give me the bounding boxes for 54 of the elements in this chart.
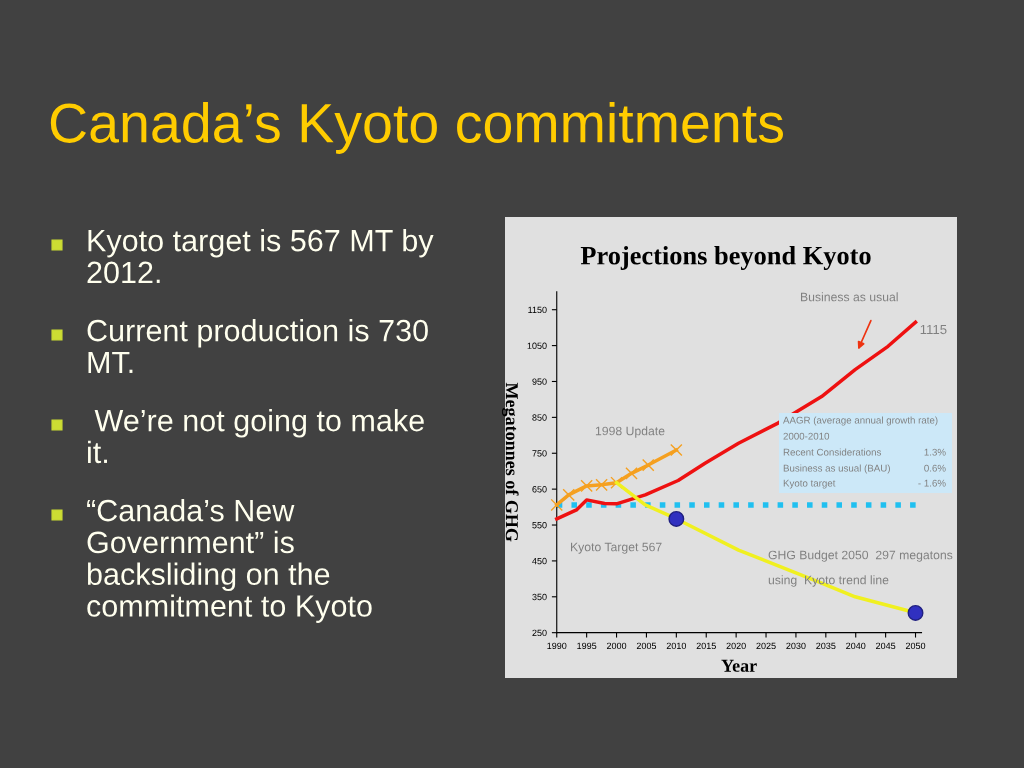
text: 1.3% [924,448,946,456]
annotation: Business as usual (BAU) [783,464,890,474]
x-tick-label: 1995 [577,642,597,650]
y-tick-label: 550 [532,521,547,529]
point [550,498,563,512]
x-tick-label: 2045 [876,642,896,650]
y-tick-label: 1150 [528,306,547,314]
x-tick-label: 2050 [905,642,926,650]
point [907,604,924,621]
chart-title: Projections beyond Kyoto [580,246,871,270]
point [641,458,655,472]
text: “Canada’s New Government” is backsliding on the commitment to Kyoto [87,499,372,623]
point [670,443,683,457]
text: Kyoto target is 567 MT by 2012. [87,229,434,284]
x-tick-label: 2040 [846,642,866,650]
text: We’re not going to make it. [88,409,424,464]
annotation: AAGR (average annual growth rate) [783,416,938,426]
x-tick-label: 2005 [636,642,657,650]
text: Current production is 730 MT. [87,319,428,373]
line-series [555,320,918,521]
y-tick-label: 750 [532,450,547,457]
annotation: 2000-2010 [783,432,830,440]
annotation: Kyoto Target 567 [571,542,662,554]
text: 0.6% [924,464,946,472]
y-tick-label: 650 [532,486,547,493]
text: Canada’s Kyoto commitments [50,102,783,154]
point [668,510,685,527]
point [625,467,638,480]
point [595,478,608,492]
x-tick-label: 2025 [756,642,776,650]
y-tick-label: 450 [532,557,547,565]
annotation: Recent Considerations [783,448,882,456]
annotation: 1998 Update [595,426,665,438]
x-tick-label: 2030 [786,642,806,650]
x-axis-title: Year [721,659,757,672]
point [580,479,593,493]
y-tick-label: 850 [532,414,547,421]
x-tick-label: 2010 [666,642,687,650]
x-tick-label: 2000 [606,642,627,650]
annotation: 1115 [920,324,947,335]
x-tick-label: 2035 [816,642,836,650]
y-tick-label: 250 [532,629,547,637]
point [562,488,575,502]
annotation: Kyoto target [783,479,836,489]
y-tick-label: 350 [532,593,547,601]
annotation: - 1.6% [918,479,946,487]
x-tick-label: 2015 [696,642,716,650]
y-axis-title: Megatonnes of GHG [501,382,519,542]
x-tick-label: 1990 [547,642,567,650]
y-tick-label: 950 [532,378,547,385]
annotation: Business as usual [801,292,898,302]
x-tick-label: 2020 [726,642,746,650]
annotation: GHG Budget 2050 297 megatons [768,550,953,562]
y-tick-label: 1050 [527,342,547,349]
